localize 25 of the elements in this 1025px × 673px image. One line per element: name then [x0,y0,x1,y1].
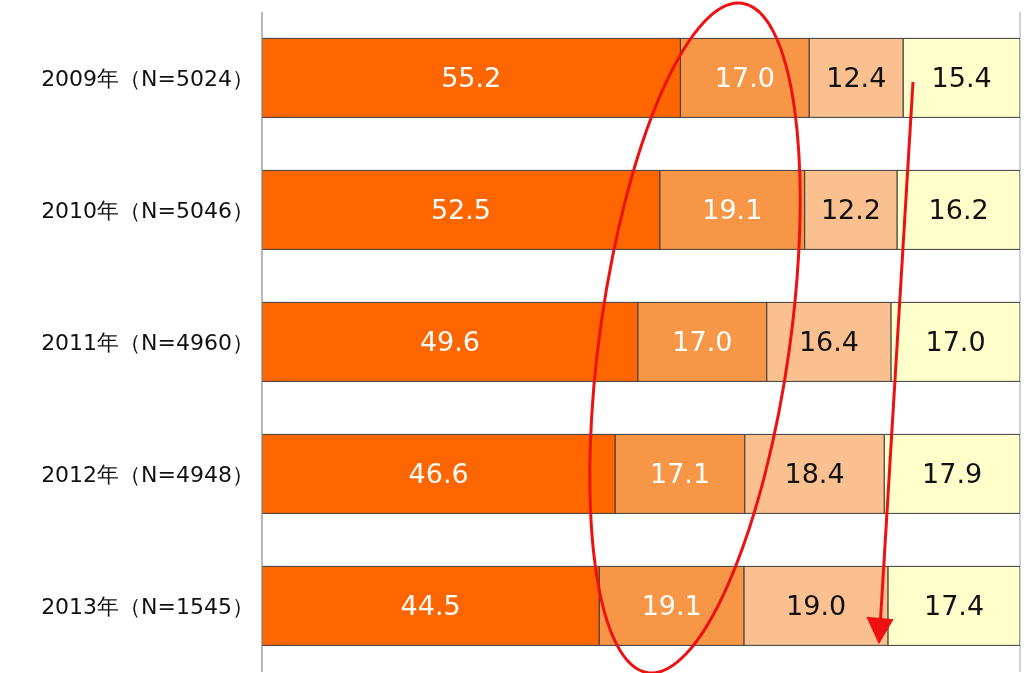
data-label: 55.2 [441,62,502,94]
data-label: 46.6 [408,458,469,490]
data-label: 17.4 [923,590,985,622]
data-label: 19.1 [702,194,763,226]
y-tick-label: 2009年（N=5024） [41,65,254,91]
data-label: 44.5 [400,590,461,622]
data-label: 18.4 [784,458,845,490]
data-label: 19.1 [641,590,702,622]
data-label: 17.1 [649,458,711,490]
data-label: 17.0 [925,326,986,358]
y-tick-label: 2012年（N=4948） [41,461,254,487]
data-label: 17.0 [672,326,733,358]
y-tick-label: 2010年（N=5046） [41,197,254,223]
y-tick-label: 2011年（N=4960） [41,329,254,355]
data-label: 12.4 [826,62,887,94]
data-label: 49.6 [419,326,481,358]
y-tick-label: 2013年（N=1545） [41,593,254,619]
data-label: 17.0 [714,62,775,94]
data-label: 16.2 [928,194,989,226]
data-label: 52.5 [430,194,492,226]
data-label: 16.4 [798,326,860,358]
data-label: 19.0 [786,590,847,622]
data-label: 15.4 [931,62,992,94]
data-label: 17.9 [922,458,983,490]
data-label: 12.2 [820,194,882,226]
